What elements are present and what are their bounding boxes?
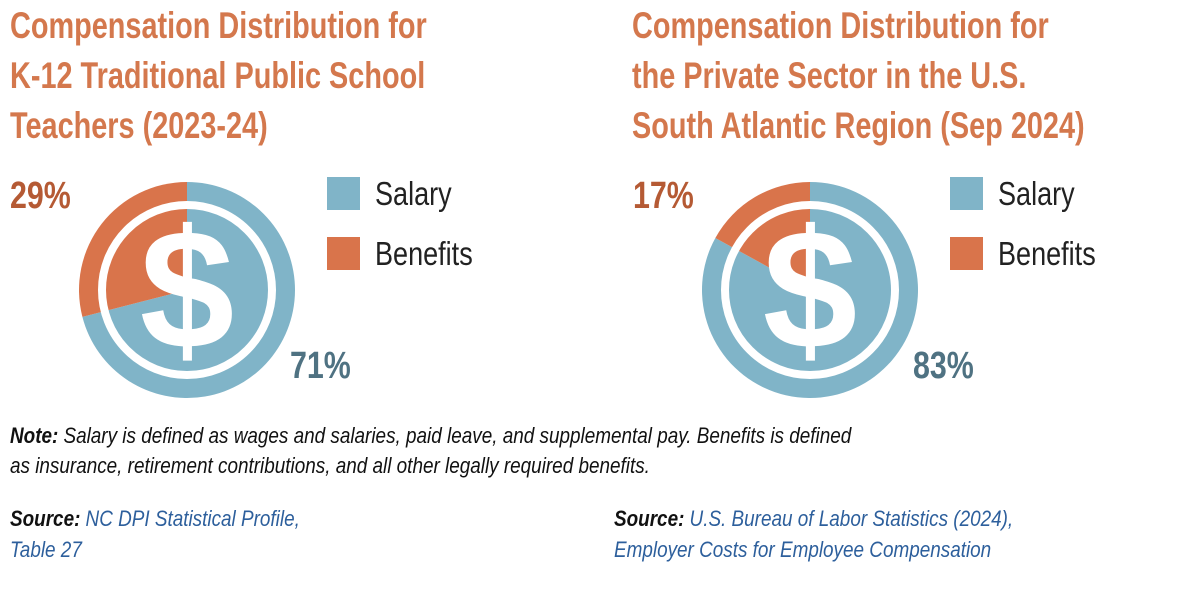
legend-label: Benefits bbox=[998, 237, 1096, 273]
note-text: Salary is defined as wages and salaries,… bbox=[63, 424, 851, 449]
legend-swatch bbox=[327, 177, 360, 210]
dollar-icon: $ bbox=[763, 195, 858, 385]
note: Note: Salary is defined as wages and sala… bbox=[10, 424, 852, 449]
legend-label: Salary bbox=[998, 177, 1075, 213]
legend-swatch bbox=[950, 177, 983, 210]
dollar-icon: $ bbox=[140, 195, 235, 385]
pie-slice bbox=[82, 182, 296, 398]
chart-title: Teachers (2023-24) bbox=[10, 106, 268, 147]
legend-swatch bbox=[327, 237, 360, 270]
value-label: 83% bbox=[913, 345, 974, 387]
legend-label: Benefits bbox=[375, 237, 473, 273]
value-label: 71% bbox=[290, 345, 351, 387]
chart-title: South Atlantic Region (Sep 2024) bbox=[632, 106, 1085, 147]
pie-slice bbox=[702, 182, 919, 398]
chart-title: the Private Sector in the U.S. bbox=[632, 56, 1026, 97]
note-text: as insurance, retirement contributions, … bbox=[10, 454, 650, 479]
source: Source: U.S. Bureau of Labor Statistics (… bbox=[614, 507, 1013, 532]
note-label: Note: bbox=[10, 424, 58, 449]
source-link: NC DPI Statistical Profile, bbox=[86, 507, 300, 532]
source-label: Source: bbox=[614, 507, 684, 532]
source-label: Source: bbox=[10, 507, 80, 532]
source-link: U.S. Bureau of Labor Statistics (2024), bbox=[690, 507, 1014, 532]
legend-label: Salary bbox=[375, 177, 452, 213]
ring-gap bbox=[721, 201, 899, 379]
ring-gap bbox=[98, 201, 276, 379]
legend-swatch bbox=[950, 237, 983, 270]
source-link: Employer Costs for Employee Compensation bbox=[614, 538, 991, 563]
chart-title: K-12 Traditional Public School bbox=[10, 56, 425, 97]
value-label: 17% bbox=[633, 175, 694, 217]
chart-title: Compensation Distribution for bbox=[10, 6, 427, 47]
chart-title: Compensation Distribution for bbox=[632, 6, 1049, 47]
source: Source: NC DPI Statistical Profile, bbox=[10, 507, 300, 532]
source-link: Table 27 bbox=[10, 538, 83, 563]
value-label: 29% bbox=[10, 175, 71, 217]
